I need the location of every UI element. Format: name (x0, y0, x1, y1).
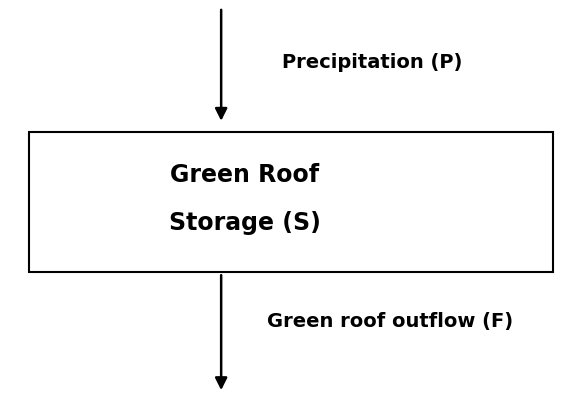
Text: Precipitation (P): Precipitation (P) (282, 53, 463, 72)
Bar (29, 132, 553, 273)
Text: Green roof outflow (F): Green roof outflow (F) (267, 311, 513, 330)
Text: Storage (S): Storage (S) (169, 211, 320, 235)
Text: Green Roof: Green Roof (170, 162, 319, 186)
